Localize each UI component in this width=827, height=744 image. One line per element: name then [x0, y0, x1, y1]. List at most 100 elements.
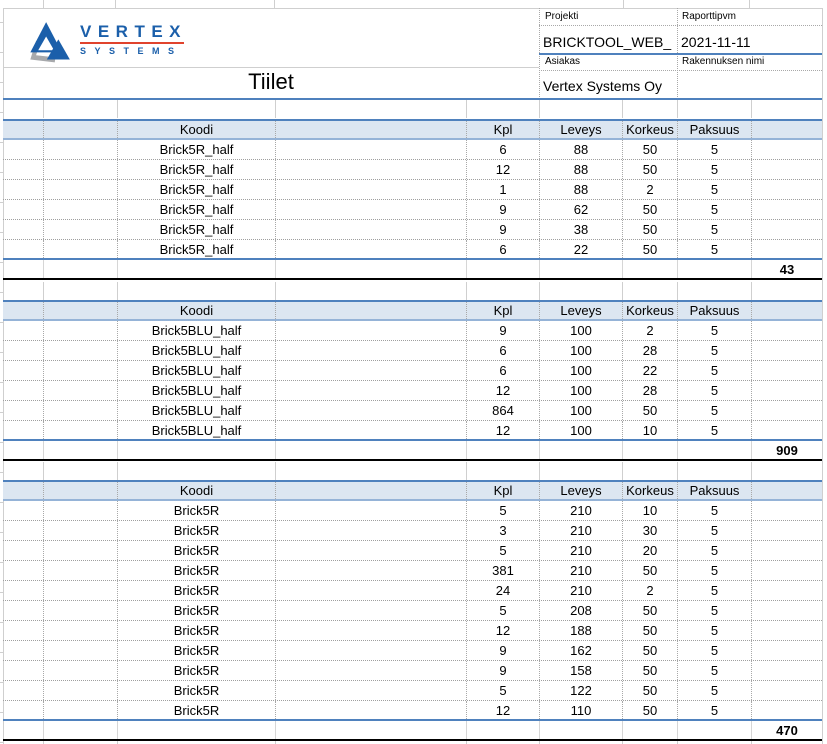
total-spacer-cell	[117, 721, 275, 739]
total-spacer-cell	[3, 441, 43, 459]
cell-korkeus: 10	[622, 501, 677, 520]
sheet-gridline	[0, 682, 3, 683]
spacer-cell	[751, 180, 822, 199]
spacer-cell	[275, 521, 466, 540]
cell-korkeus: 50	[622, 681, 677, 700]
cell-kpl: 9	[466, 200, 539, 219]
cell-leveys: 208	[539, 601, 622, 620]
sheet-gridline	[117, 282, 118, 300]
sheet-gridline	[117, 741, 118, 744]
cell-korkeus: 50	[622, 140, 677, 159]
cell-korkeus: 50	[622, 641, 677, 660]
sheet-gridline	[751, 100, 752, 118]
total-spacer-cell	[43, 721, 117, 739]
spacer-cell	[751, 341, 822, 360]
table-row: Brick5R_half 1 88 2 5	[3, 180, 822, 200]
cell-paksuus: 5	[677, 321, 751, 340]
table-row: Brick5R 3 210 30 5	[3, 521, 822, 541]
sheet-gridline	[622, 741, 623, 744]
cell-paksuus: 5	[677, 361, 751, 380]
column-header-paksuus: Paksuus	[677, 482, 751, 499]
cell-paksuus: 5	[677, 501, 751, 520]
meta-label-divider-2	[539, 70, 822, 71]
cell-leveys: 210	[539, 541, 622, 560]
brick-table-2: Koodi Kpl Leveys Korkeus Paksuus Brick5BLU_ha…	[3, 300, 822, 461]
total-spacer-cell	[275, 260, 466, 278]
meta-label-divider-1	[539, 25, 822, 26]
total-spacer-cell	[539, 441, 622, 459]
total-spacer-cell	[622, 260, 677, 278]
meta-value-asiakas: Vertex Systems Oy	[543, 78, 663, 94]
cell-leveys: 210	[539, 521, 622, 540]
spacer-cell	[3, 621, 43, 640]
table-row: Brick5R 24 210 2 5	[3, 581, 822, 601]
table-row: Brick5R 9 162 50 5	[3, 641, 822, 661]
table-row: Brick5R_half 9 62 50 5	[3, 200, 822, 220]
table-header-row: Koodi Kpl Leveys Korkeus Paksuus	[3, 119, 822, 140]
brick-table-3: Koodi Kpl Leveys Korkeus Paksuus Brick5R 5 210 1…	[3, 480, 822, 741]
cell-kpl: 6	[466, 341, 539, 360]
table-header-row: Koodi Kpl Leveys Korkeus Paksuus	[3, 480, 822, 501]
sheet-gridline	[751, 282, 752, 300]
spacer-cell	[751, 381, 822, 400]
spacer-cell	[3, 521, 43, 540]
meta-row-divider	[539, 53, 822, 55]
column-header-korkeus: Korkeus	[622, 121, 677, 138]
table-total-value: 909	[751, 441, 822, 459]
spacer-cell	[3, 160, 43, 179]
header-spacer-cell	[3, 121, 43, 138]
total-spacer-cell	[466, 441, 539, 459]
spacer-cell	[275, 341, 466, 360]
cell-kpl: 9	[466, 220, 539, 239]
table-row: Brick5R 5 210 20 5	[3, 541, 822, 561]
logo-red-underline	[80, 42, 184, 44]
sheet-gridline	[0, 742, 3, 743]
spacer-cell	[275, 401, 466, 420]
sheet-gridline	[0, 172, 3, 173]
spacer-cell	[275, 661, 466, 680]
table-row: Brick5R_half 12 88 50 5	[3, 160, 822, 180]
spacer-cell	[43, 521, 117, 540]
total-spacer-cell	[539, 260, 622, 278]
spacer-cell	[275, 140, 466, 159]
cell-paksuus: 5	[677, 140, 751, 159]
spacer-cell	[43, 601, 117, 620]
spacer-cell	[43, 160, 117, 179]
cell-leveys: 100	[539, 341, 622, 360]
spacer-cell	[43, 561, 117, 580]
spacer-cell	[275, 240, 466, 258]
spacer-cell	[3, 240, 43, 258]
cell-paksuus: 5	[677, 200, 751, 219]
cell-koodi: Brick5R_half	[117, 180, 275, 199]
spacer-cell	[751, 521, 822, 540]
table-row: Brick5R 5 210 10 5	[3, 501, 822, 521]
cell-leveys: 22	[539, 240, 622, 258]
cell-leveys: 62	[539, 200, 622, 219]
cell-leveys: 100	[539, 381, 622, 400]
column-header-koodi: Koodi	[117, 302, 275, 319]
sheet-gridline	[275, 282, 276, 300]
spacer-cell	[43, 681, 117, 700]
spacer-cell	[3, 581, 43, 600]
cell-kpl: 12	[466, 621, 539, 640]
table-row: Brick5R 12 188 50 5	[3, 621, 822, 641]
cell-paksuus: 5	[677, 220, 751, 239]
cell-paksuus: 5	[677, 240, 751, 258]
total-spacer-cell	[622, 721, 677, 739]
table-total-row: 43	[3, 260, 822, 280]
spacer-cell	[43, 220, 117, 239]
spacer-cell	[3, 220, 43, 239]
sheet-gridline	[0, 382, 3, 383]
spacer-cell	[43, 200, 117, 219]
table-row: Brick5BLU_half 864 100 50 5	[3, 401, 822, 421]
column-header-paksuus: Paksuus	[677, 121, 751, 138]
cell-koodi: Brick5BLU_half	[117, 321, 275, 340]
cell-kpl: 5	[466, 601, 539, 620]
spacer-cell	[751, 421, 822, 439]
cell-korkeus: 50	[622, 401, 677, 420]
column-header-leveys: Leveys	[539, 482, 622, 499]
spacer-cell	[751, 160, 822, 179]
sheet-gridline	[275, 100, 276, 118]
cell-korkeus: 50	[622, 220, 677, 239]
